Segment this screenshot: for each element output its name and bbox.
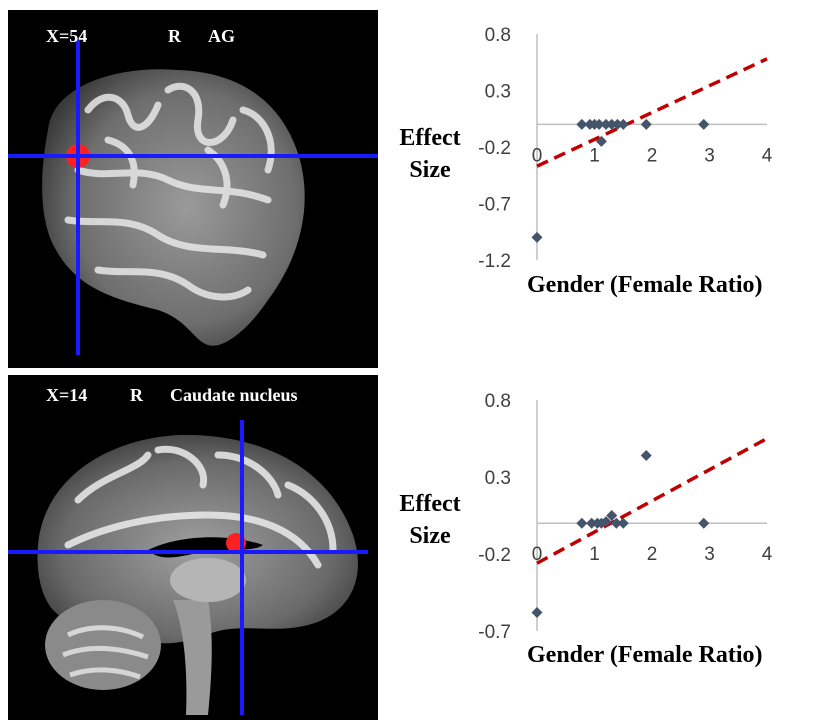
y-tick-label: -1.2: [478, 251, 511, 272]
data-point: [600, 516, 612, 528]
x-tick-label: 0: [532, 145, 543, 166]
x-tick-label: 4: [762, 145, 773, 166]
y-tick-label: 0.3: [485, 468, 511, 489]
data-point: [595, 517, 607, 529]
cerebellum: [45, 600, 161, 690]
coord-label: X=14: [46, 385, 88, 405]
y-axis-label: Effect Size: [399, 491, 461, 549]
brain-slice-image-2: [8, 420, 368, 715]
x-tick-label: 1: [589, 145, 600, 166]
x-tick-label: 2: [647, 544, 658, 565]
trendline: [536, 57, 768, 168]
region-label: Caudate nucleus: [170, 385, 298, 405]
x-tick-label: 4: [762, 544, 773, 565]
y-axis-label: Effect Size: [399, 125, 461, 183]
coord-label: X=54: [46, 26, 88, 46]
x-tick-label: 3: [704, 145, 715, 166]
scatter-plot-canvas-2: 0.8 0.3 -0.2 -0.7 0 1 2 3 4: [478, 391, 773, 643]
data-point: [617, 118, 629, 130]
y-tick-label: -0.7: [478, 195, 511, 216]
y-tick-label: 0.3: [485, 82, 511, 103]
y-tick-label: 0.8: [485, 25, 511, 46]
region-label: AG: [208, 26, 235, 46]
data-point: [576, 517, 588, 529]
data-point: [617, 517, 629, 529]
x-axis-label: Gender (Female Ratio): [527, 272, 763, 298]
data-point: [612, 118, 623, 130]
data-point: [586, 517, 598, 529]
data-point: [595, 135, 607, 147]
scatter-plot-canvas-1: 0.8 0.3 -0.2 -0.7 -1.2 0 1 2 3 4: [478, 25, 773, 272]
scatter-plot-2: 0.8 0.3 -0.2 -0.7 0 1 2 3 4 Effect Size Gender (…: [390, 378, 825, 708]
x-axis-label: Gender (Female Ratio): [527, 642, 763, 668]
brainstem: [173, 600, 212, 715]
y-tick-label: -0.2: [478, 138, 511, 159]
data-point: [600, 118, 612, 130]
data-point: [640, 449, 652, 461]
hemisphere-label: R: [130, 385, 143, 405]
x-tick-label: 1: [589, 544, 600, 565]
data-point: [610, 517, 622, 529]
data-point: [531, 607, 543, 619]
data-point: [698, 118, 710, 130]
y-tick-label: 0.8: [485, 391, 511, 412]
y-tick-label: -0.7: [478, 622, 511, 643]
hemisphere-label: R: [168, 26, 181, 46]
data-point: [606, 510, 618, 521]
brain-slice-panel-1: X=54 R AG: [8, 10, 378, 368]
data-point: [593, 118, 605, 130]
data-point: [606, 118, 618, 130]
x-tick-label: 2: [647, 145, 658, 166]
data-point: [640, 118, 652, 130]
data-point: [576, 118, 588, 130]
data-point: [698, 517, 710, 529]
thalamus: [170, 558, 246, 602]
data-point: [531, 231, 543, 243]
brain-sagittal-lateral: [42, 69, 305, 346]
brain-slice-panel-2: X=14 R Caudate nucleus: [8, 375, 378, 720]
trendline: [536, 436, 768, 565]
scatter-plot-1: 0.8 0.3 -0.2 -0.7 -1.2 0 1 2 3 4 Effect Size Gend…: [390, 10, 825, 340]
x-tick-label: 3: [704, 544, 715, 565]
x-tick-label: 0: [532, 544, 543, 565]
y-tick-label: -0.2: [478, 545, 511, 566]
brain-slice-image-1: [8, 40, 378, 355]
